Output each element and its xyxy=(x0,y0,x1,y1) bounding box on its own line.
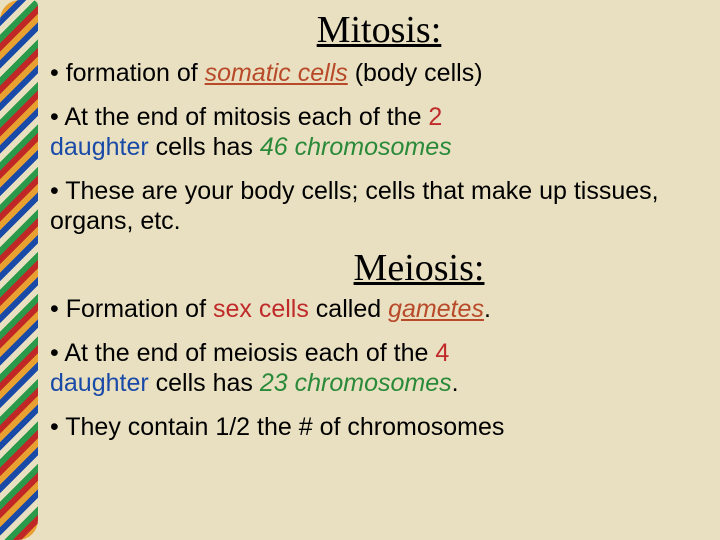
term-daughter: daughter xyxy=(50,133,149,161)
text: • Formation of xyxy=(50,295,213,323)
term-gametes: gametes xyxy=(388,295,484,323)
term-daughter: daughter xyxy=(50,369,149,397)
bullet-formation-somatic: • formation of somatic cells (body cells… xyxy=(50,58,708,88)
text: (body cells) xyxy=(348,59,483,87)
text: . xyxy=(484,295,491,323)
term-46-chromosomes: 46 chromosomes xyxy=(260,133,452,161)
term-sex-cells: sex cells xyxy=(213,295,309,323)
slide-content: Mitosis: • formation of somatic cells (b… xyxy=(50,8,708,532)
text: cells has xyxy=(149,133,260,161)
text: called xyxy=(309,295,388,323)
bullet-meiosis-daughter: • At the end of meiosis each of the 4 da… xyxy=(50,338,708,398)
text: . xyxy=(452,369,459,397)
text: • formation of xyxy=(50,59,205,87)
number-2: 2 xyxy=(428,103,442,131)
decorative-stripe-border xyxy=(0,0,38,540)
number-4: 4 xyxy=(435,339,449,367)
heading-meiosis: Meiosis: xyxy=(50,246,708,290)
text: • At the end of mitosis each of the xyxy=(50,103,428,131)
bullet-half-chromosomes: • They contain 1/2 the # of chromosomes xyxy=(50,412,708,442)
term-23-chromosomes: 23 chromosomes xyxy=(260,369,452,397)
heading-mitosis: Mitosis: xyxy=(50,8,708,52)
text: • At the end of meiosis each of the xyxy=(50,339,435,367)
text: cells has xyxy=(149,369,260,397)
bullet-formation-gametes: • Formation of sex cells called gametes. xyxy=(50,294,708,324)
bullet-body-cells: • These are your body cells; cells that … xyxy=(50,176,708,236)
bullet-mitosis-daughter: • At the end of mitosis each of the 2 da… xyxy=(50,102,708,162)
term-somatic-cells: somatic cells xyxy=(205,59,348,87)
